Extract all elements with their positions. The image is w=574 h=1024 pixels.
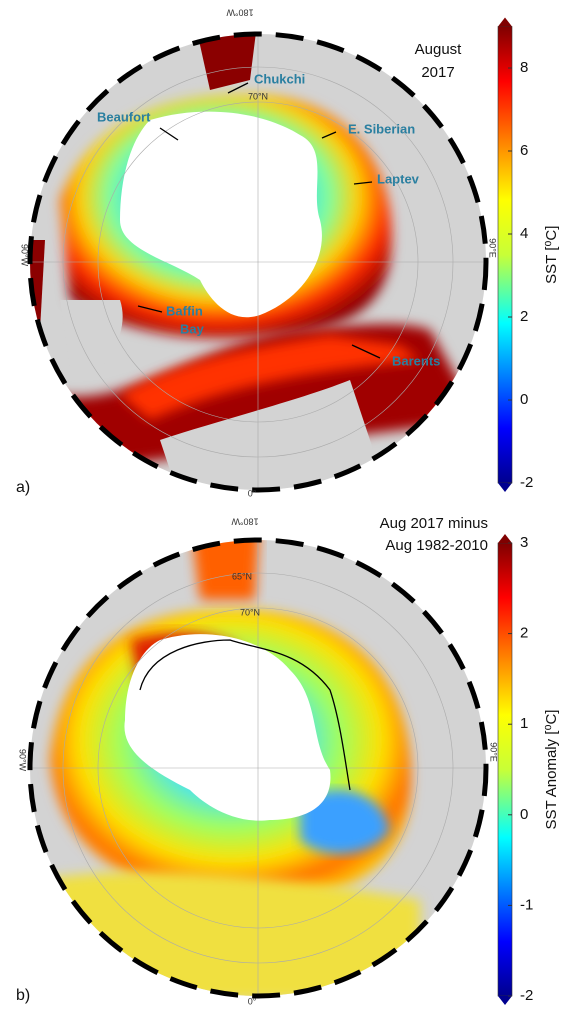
- grid-label: 0°: [248, 996, 257, 1006]
- arrows: [137, 82, 381, 359]
- colorbar-tick-label: 2: [520, 625, 528, 642]
- panel-label: a): [16, 479, 30, 496]
- panel-label: b): [16, 987, 30, 1004]
- greenland-land: [60, 300, 123, 380]
- title-line: Aug 1982-2010: [385, 537, 488, 554]
- grid-label: 90°W: [18, 749, 28, 772]
- place-label: E. Siberian: [348, 121, 415, 136]
- atlantic-anomaly: [40, 871, 420, 996]
- bering-anomaly: [190, 540, 260, 600]
- place-label: Chukchi: [254, 71, 305, 86]
- map-a: [27, 31, 489, 493]
- colorbar-arrow: [498, 534, 512, 543]
- colorbar-tick-label: 6: [520, 142, 528, 159]
- europe-land: [160, 380, 380, 470]
- grid-label: 70°N: [248, 91, 268, 101]
- colorbar-tick-label: -2: [520, 987, 533, 1004]
- colorbar: [497, 26, 513, 484]
- colorbar-tick-label: 0: [520, 806, 528, 823]
- grid-label: 0°: [248, 488, 257, 498]
- colorbar-tick-label: -2: [520, 474, 533, 491]
- place-label: Barents: [392, 353, 440, 368]
- graticule: [30, 540, 486, 996]
- grid-label: 180°W: [226, 8, 254, 18]
- title-line: 2017: [421, 64, 454, 81]
- labels-b: Aug 2017 minus Aug 1982-2010 180°W 90°W …: [16, 515, 499, 1006]
- place-label: Laptev: [377, 171, 420, 186]
- colorbar: [497, 542, 513, 997]
- place-label: Baffin: [166, 303, 203, 318]
- frame: [27, 31, 489, 493]
- map-b: [27, 537, 489, 999]
- colorbar-arrow: [498, 17, 512, 27]
- colorbar-tick-label: 8: [520, 59, 528, 76]
- colorbar-tick-label: -1: [520, 896, 533, 913]
- colorbar-tick-label: 2: [520, 308, 528, 325]
- grid-label: 70°N: [240, 607, 260, 617]
- anomaly-cold: [300, 790, 390, 854]
- atlantic-front: [120, 335, 420, 420]
- frame: [27, 537, 489, 999]
- sea-ice: [120, 111, 322, 318]
- grid-label: 180°W: [231, 517, 259, 527]
- place-label: Beaufort: [97, 109, 151, 124]
- place-label: Bay: [180, 321, 205, 336]
- colorbar-tick-label: 3: [520, 534, 528, 551]
- colorbar-label: SST [⁰C]: [543, 226, 560, 284]
- sea-ice: [124, 634, 331, 821]
- graticule: [30, 34, 486, 490]
- title-line: August: [415, 41, 463, 58]
- ice-edge: [139, 639, 351, 791]
- colorbar-tick-label: 0: [520, 391, 528, 408]
- colorbar-tick-label: 4: [520, 225, 528, 242]
- colorbar-arrow: [498, 483, 512, 492]
- colorbar-arrow: [498, 996, 512, 1005]
- grid-label: 65°N: [232, 571, 252, 581]
- grid-label: 90°E: [488, 238, 498, 258]
- colorbar-label: SST Anomaly [⁰C]: [543, 710, 560, 830]
- pacific-sst: [30, 240, 45, 330]
- grid-label: 90°E: [489, 742, 499, 762]
- labels-a: August 2017 Chukchi Beaufort E. Siberian…: [16, 8, 498, 499]
- colorbar-tick-label: 1: [520, 715, 528, 732]
- title-line: Aug 2017 minus: [380, 515, 488, 532]
- grid-label: 90°W: [20, 244, 30, 267]
